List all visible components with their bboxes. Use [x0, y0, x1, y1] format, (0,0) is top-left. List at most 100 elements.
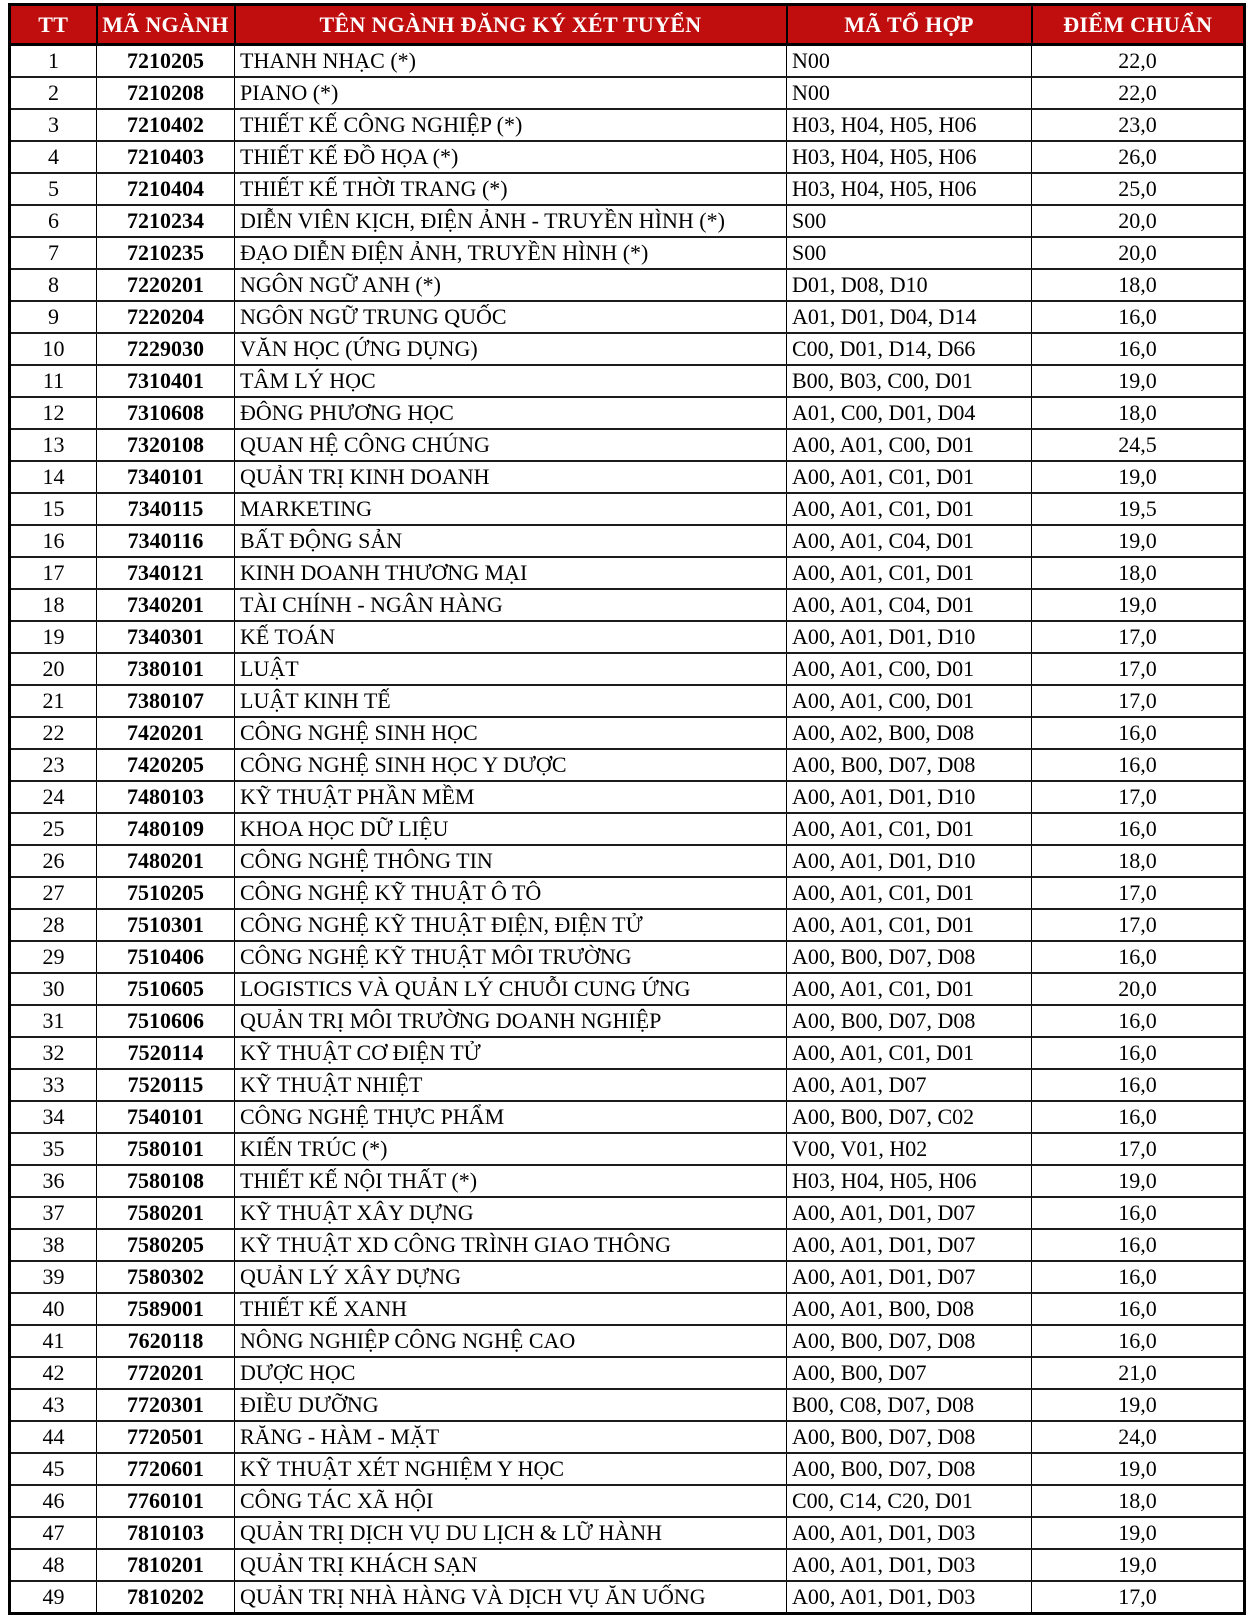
table-row: 33 7520115 KỸ THUẬT NHIỆT A00, A01, D07 …	[9, 1068, 1245, 1102]
cell-tt: 38	[9, 1228, 97, 1262]
cell-major-code: 7720501	[96, 1420, 235, 1454]
cell-tt: 14	[9, 460, 97, 494]
cell-benchmark-score: 24,5	[1031, 428, 1245, 462]
table-row: 30 7510605 LOGISTICS VÀ QUẢN LÝ CHUỖI CU…	[9, 972, 1245, 1006]
cell-major-name: QUẢN TRỊ KHÁCH SẠN	[234, 1548, 787, 1582]
table-header: TT MÃ NGÀNH TÊN NGÀNH ĐĂNG KÝ XÉT TUYỂN …	[8, 3, 1246, 46]
cell-major-name: THIẾT KẾ XANH	[234, 1292, 787, 1326]
cell-benchmark-score: 19,0	[1031, 524, 1245, 558]
cell-combination-code: A00, A01, D01, D10	[786, 620, 1032, 654]
cell-major-code: 7380101	[96, 652, 235, 686]
cell-combination-code: D01, D08, D10	[786, 268, 1032, 302]
cell-benchmark-score: 18,0	[1031, 268, 1245, 302]
cell-major-name: QUẢN LÝ XÂY DỰNG	[234, 1260, 787, 1294]
cell-benchmark-score: 16,0	[1031, 940, 1245, 974]
table-row: 38 7580205 KỸ THUẬT XD CÔNG TRÌNH GIAO T…	[9, 1228, 1245, 1262]
cell-major-code: 7520115	[96, 1068, 235, 1102]
cell-major-code: 7510606	[96, 1004, 235, 1038]
cell-tt: 20	[9, 652, 97, 686]
cell-major-name: THIẾT KẾ CÔNG NGHIỆP (*)	[234, 108, 787, 142]
cell-major-code: 7810201	[96, 1548, 235, 1582]
cell-combination-code: A00, A01, C00, D01	[786, 684, 1032, 718]
cell-combination-code: A01, D01, D04, D14	[786, 300, 1032, 334]
cell-benchmark-score: 16,0	[1031, 1036, 1245, 1070]
cell-benchmark-score: 19,0	[1031, 588, 1245, 622]
cell-major-code: 7620118	[96, 1324, 235, 1358]
cell-benchmark-score: 26,0	[1031, 140, 1245, 174]
cell-major-name: ĐIỀU DƯỠNG	[234, 1388, 787, 1422]
cell-tt: 47	[9, 1516, 97, 1550]
cell-benchmark-score: 19,0	[1031, 364, 1245, 398]
cell-tt: 36	[9, 1164, 97, 1198]
cell-major-name: CÔNG NGHỆ THÔNG TIN	[234, 844, 787, 878]
cell-combination-code: A00, B00, D07, D08	[786, 1004, 1032, 1038]
table-row: 41 7620118 NÔNG NGHIỆP CÔNG NGHỆ CAO A00…	[9, 1324, 1245, 1358]
cell-tt: 22	[9, 716, 97, 750]
cell-major-code: 7520114	[96, 1036, 235, 1070]
cell-major-code: 7510406	[96, 940, 235, 974]
cell-major-code: 7720201	[96, 1356, 235, 1390]
cell-benchmark-score: 16,0	[1031, 716, 1245, 750]
cell-tt: 6	[9, 204, 97, 238]
cell-major-code: 7340115	[96, 492, 235, 526]
cell-combination-code: S00	[786, 204, 1032, 238]
cell-major-code: 7220201	[96, 268, 235, 302]
cell-major-name: THIẾT KẾ THỜI TRANG (*)	[234, 172, 787, 206]
cell-combination-code: B00, B03, C00, D01	[786, 364, 1032, 398]
cell-benchmark-score: 21,0	[1031, 1356, 1245, 1390]
cell-tt: 13	[9, 428, 97, 462]
cell-major-name: TÀI CHÍNH - NGÂN HÀNG	[234, 588, 787, 622]
cell-combination-code: A00, A01, C00, D01	[786, 652, 1032, 686]
cell-major-name: KỸ THUẬT XÂY DỰNG	[234, 1196, 787, 1230]
cell-major-name: LUẬT KINH TẾ	[234, 684, 787, 718]
admission-scores-table-container: TT MÃ NGÀNH TÊN NGÀNH ĐĂNG KÝ XÉT TUYỂN …	[8, 3, 1246, 1615]
cell-tt: 39	[9, 1260, 97, 1294]
cell-combination-code: A00, A01, D01, D03	[786, 1580, 1032, 1615]
cell-major-name: NGÔN NGỮ ANH (*)	[234, 268, 787, 302]
cell-combination-code: A00, A01, C01, D01	[786, 556, 1032, 590]
cell-major-name: CÔNG NGHỆ SINH HỌC Y DƯỢC	[234, 748, 787, 782]
cell-major-name: QUẢN TRỊ MÔI TRƯỜNG DOANH NGHIỆP	[234, 1004, 787, 1038]
table-row: 37 7580201 KỸ THUẬT XÂY DỰNG A00, A01, D…	[9, 1196, 1245, 1230]
cell-benchmark-score: 25,0	[1031, 172, 1245, 206]
cell-major-name: THANH NHẠC (*)	[234, 43, 787, 78]
cell-benchmark-score: 22,0	[1031, 43, 1245, 78]
cell-major-name: KINH DOANH THƯƠNG MẠI	[234, 556, 787, 590]
table-row: 39 7580302 QUẢN LÝ XÂY DỰNG A00, A01, D0…	[9, 1260, 1245, 1294]
cell-benchmark-score: 17,0	[1031, 684, 1245, 718]
col-header-major-code: MÃ NGÀNH	[95, 3, 236, 46]
cell-benchmark-score: 16,0	[1031, 1100, 1245, 1134]
cell-tt: 11	[9, 364, 97, 398]
cell-major-name: KỸ THUẬT XD CÔNG TRÌNH GIAO THÔNG	[234, 1228, 787, 1262]
cell-benchmark-score: 23,0	[1031, 108, 1245, 142]
cell-combination-code: A00, A01, D01, D10	[786, 780, 1032, 814]
cell-combination-code: A00, A01, D07	[786, 1068, 1032, 1102]
cell-major-name: THIẾT KẾ NỘI THẤT (*)	[234, 1164, 787, 1198]
cell-benchmark-score: 19,0	[1031, 1388, 1245, 1422]
cell-tt: 32	[9, 1036, 97, 1070]
cell-major-name: RĂNG - HÀM - MẶT	[234, 1420, 787, 1454]
cell-major-code: 7720601	[96, 1452, 235, 1486]
header-row: TT MÃ NGÀNH TÊN NGÀNH ĐĂNG KÝ XÉT TUYỂN …	[8, 3, 1246, 46]
table-row: 7 7210235 ĐẠO DIỄN ĐIỆN ẢNH, TRUYỀN HÌNH…	[9, 236, 1245, 270]
table-row: 4 7210403 THIẾT KẾ ĐỒ HỌA (*) H03, H04, …	[9, 140, 1245, 174]
table-row: 14 7340101 QUẢN TRỊ KINH DOANH A00, A01,…	[9, 460, 1245, 494]
cell-benchmark-score: 16,0	[1031, 1228, 1245, 1262]
table-row: 17 7340121 KINH DOANH THƯƠNG MẠI A00, A0…	[9, 556, 1245, 590]
cell-combination-code: A00, A01, C01, D01	[786, 1036, 1032, 1070]
cell-major-code: 7580108	[96, 1164, 235, 1198]
cell-major-code: 7210402	[96, 108, 235, 142]
cell-major-code: 7810202	[96, 1580, 235, 1615]
table-row: 21 7380107 LUẬT KINH TẾ A00, A01, C00, D…	[9, 684, 1245, 718]
cell-combination-code: A00, B00, D07, D08	[786, 1324, 1032, 1358]
table-row: 28 7510301 CÔNG NGHỆ KỸ THUẬT ĐIỆN, ĐIỆN…	[9, 908, 1245, 942]
cell-tt: 4	[9, 140, 97, 174]
cell-benchmark-score: 18,0	[1031, 396, 1245, 430]
table-row: 24 7480103 KỸ THUẬT PHẦN MỀM A00, A01, D…	[9, 780, 1245, 814]
cell-major-name: TÂM LÝ HỌC	[234, 364, 787, 398]
table-row: 3 7210402 THIẾT KẾ CÔNG NGHIỆP (*) H03, …	[9, 108, 1245, 142]
cell-tt: 37	[9, 1196, 97, 1230]
table-row: 31 7510606 QUẢN TRỊ MÔI TRƯỜNG DOANH NGH…	[9, 1004, 1245, 1038]
cell-major-name: CÔNG NGHỆ KỸ THUẬT ĐIỆN, ĐIỆN TỬ	[234, 908, 787, 942]
cell-combination-code: A00, B00, D07	[786, 1356, 1032, 1390]
